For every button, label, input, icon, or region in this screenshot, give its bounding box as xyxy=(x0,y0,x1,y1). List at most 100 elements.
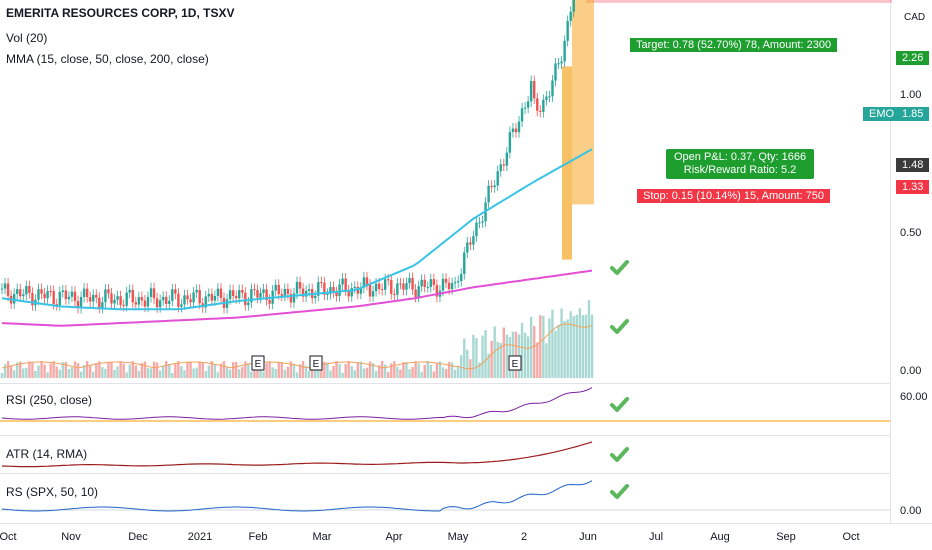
candle-body xyxy=(335,292,338,297)
time-tick-label: Nov xyxy=(61,531,81,543)
candle-body xyxy=(158,300,162,308)
time-axis-border xyxy=(0,523,932,524)
candle-body xyxy=(429,279,433,287)
candle-body xyxy=(560,61,563,64)
volume-bar xyxy=(444,368,448,378)
rs-line xyxy=(1,480,593,512)
candle-body xyxy=(533,81,536,99)
candle-body xyxy=(25,286,28,295)
volume-bar xyxy=(253,364,256,378)
candle-body xyxy=(250,289,253,303)
candle-body xyxy=(12,293,16,304)
earnings-marker-label: E xyxy=(255,359,262,370)
candle-body xyxy=(238,290,241,299)
candle-body xyxy=(95,294,98,298)
candle-body xyxy=(116,296,119,300)
volume-bar xyxy=(578,308,582,378)
volume-bar xyxy=(584,314,588,378)
candle-body xyxy=(554,63,557,81)
candle-body xyxy=(380,288,384,290)
candle-body xyxy=(161,296,165,301)
earnings-marker-label: E xyxy=(512,359,519,370)
volume-bar xyxy=(174,364,177,378)
candle-body xyxy=(277,284,280,295)
volume-bar xyxy=(307,370,311,378)
volume-bar xyxy=(320,368,323,378)
candle-body xyxy=(70,291,74,297)
volume-bar xyxy=(587,300,591,378)
volume-bar xyxy=(353,370,356,378)
candle-body xyxy=(244,292,247,306)
candle-body xyxy=(256,290,259,298)
volume-bar xyxy=(165,361,168,378)
volume-bar xyxy=(31,362,34,378)
volume-bar xyxy=(456,366,460,378)
volume-bar xyxy=(152,361,156,378)
ma50-line xyxy=(1,148,593,311)
time-tick-label: Aug xyxy=(710,531,730,543)
candle-body xyxy=(79,296,83,309)
rsi-pane-label[interactable]: RSI (250, close) xyxy=(6,393,93,407)
volume-bar xyxy=(262,371,265,378)
volume-bar xyxy=(478,362,481,378)
volume-bar xyxy=(183,370,186,378)
volume-bar xyxy=(204,371,207,378)
candle-body xyxy=(298,281,302,289)
volume-bar xyxy=(511,331,515,378)
time-tick-label: Dec xyxy=(128,531,148,543)
candle-body xyxy=(262,289,265,293)
candle-body xyxy=(511,128,515,133)
volume-bar xyxy=(514,331,518,378)
candle-body xyxy=(292,293,296,303)
volume-bar xyxy=(107,361,110,378)
candle-body xyxy=(393,293,396,295)
atr-pane-label[interactable]: ATR (14, RMA) xyxy=(6,447,88,461)
volume-bar xyxy=(101,367,104,378)
target-price-badge: 2.26 xyxy=(896,51,930,65)
rs-pane-label[interactable]: RS (SPX, 50, 10) xyxy=(6,485,99,499)
volume-bar xyxy=(3,364,7,378)
volume-bar xyxy=(383,364,387,378)
volume-bar xyxy=(429,365,433,378)
volume-bar xyxy=(104,369,107,378)
candle-body xyxy=(563,40,566,62)
candle-body xyxy=(502,164,506,166)
candle-body xyxy=(137,297,141,305)
volume-bar xyxy=(137,370,141,378)
volume-bar xyxy=(399,369,402,378)
candle-body xyxy=(539,110,542,112)
volume-bar xyxy=(317,367,320,378)
volume-indicator-label[interactable]: Vol (20) xyxy=(6,31,48,45)
time-tick-label: Mar xyxy=(313,531,332,543)
volume-bar xyxy=(9,366,13,378)
candle-body xyxy=(460,273,463,282)
volume-bar xyxy=(219,363,223,378)
volume-bar xyxy=(539,315,542,378)
volume-bar xyxy=(432,371,436,378)
candle-body xyxy=(286,288,290,294)
time-tick-label: Feb xyxy=(249,531,268,543)
volume-bar xyxy=(542,315,545,378)
volume-bar xyxy=(417,363,420,378)
volume-bar xyxy=(298,364,302,378)
volume-bar xyxy=(368,361,372,378)
volume-bar xyxy=(274,368,277,378)
volume-bar xyxy=(289,361,293,378)
candle-body xyxy=(362,277,366,288)
candle-body xyxy=(152,288,156,299)
price-tick-label: 1.00 xyxy=(900,89,921,101)
candle-body xyxy=(192,292,195,303)
volume-bar xyxy=(447,361,451,378)
mma-indicator-label[interactable]: MMA (15, close, 50, close, 200, close) xyxy=(6,52,209,66)
candle-body xyxy=(204,296,207,308)
price-tick-label: 0.00 xyxy=(900,365,921,377)
candle-body xyxy=(472,236,475,245)
check-icon xyxy=(610,484,629,499)
candle-body xyxy=(195,289,198,293)
time-tick-label: Oct xyxy=(842,531,859,543)
volume-bar xyxy=(283,369,287,378)
time-tick-label: Sep xyxy=(776,531,796,543)
volume-bar xyxy=(207,365,211,378)
candle-body xyxy=(402,283,405,290)
